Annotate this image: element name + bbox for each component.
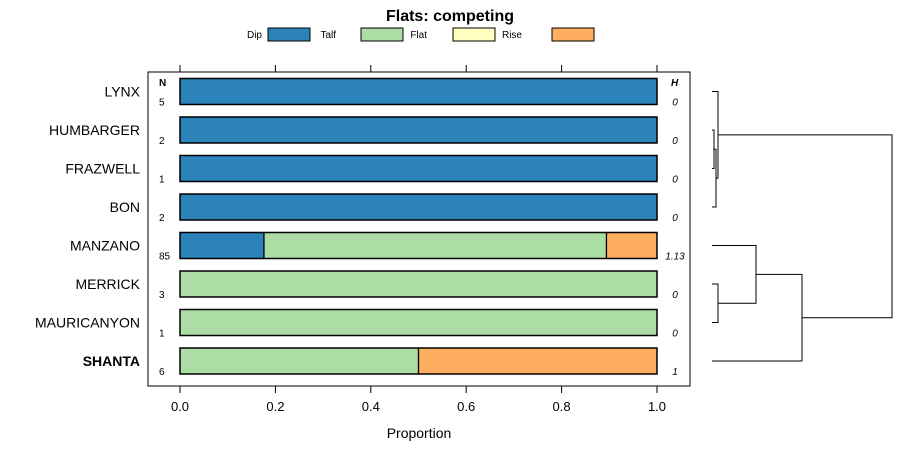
n-value-merrick: 3	[159, 290, 165, 301]
bar-frazwell-dip	[180, 155, 657, 182]
h-column-header: H	[671, 78, 679, 89]
h-value-manzano: 1.13	[665, 252, 685, 263]
legend-label-rise: Rise	[502, 30, 522, 41]
x-tick-label-0: 0.0	[171, 399, 189, 414]
bar-shanta-rise	[418, 348, 657, 374]
dendrogram-link-3	[712, 283, 719, 323]
bar-outline-humbarger	[179, 116, 658, 144]
dendrogram-link-5	[712, 273, 803, 362]
bar-manzano-rise	[606, 232, 657, 259]
h-value-bon: 0	[672, 213, 678, 224]
n-value-manzano: 85	[159, 252, 171, 263]
x-axis: 0.0 0.2 0.4 0.6 0.8 1.0	[171, 65, 666, 414]
legend-swatch-rise	[551, 27, 595, 42]
row-label-merrick: MERRICK	[75, 276, 140, 292]
bar-bon-dip	[180, 194, 657, 220]
x-axis-title: Proportion	[387, 425, 452, 441]
legend-swatch-talf	[360, 27, 404, 42]
x-tick-label-3: 0.6	[457, 399, 475, 414]
bar-outline-shanta	[179, 347, 658, 375]
x-tick-label-1: 0.2	[266, 399, 284, 414]
dendrogram-link-0	[712, 129, 715, 169]
row-labels: LYNX 5 0 HUMBARGER 2 0 FRAZWELL 1 0 BON 2 0 MANZANO 8…	[35, 84, 685, 379]
dendrogram-link-6	[718, 134, 893, 319]
bar-outline-manzano	[179, 231, 658, 260]
row-label-humbarger: HUMBARGER	[49, 122, 140, 138]
bar-outline-bon	[179, 193, 658, 221]
x-tick-label-4: 0.8	[553, 399, 571, 414]
n-value-humbarger: 2	[159, 136, 165, 147]
n-value-mauricanyon: 1	[159, 329, 165, 340]
bar-outline-frazwell	[179, 154, 658, 183]
h-value-mauricanyon: 0	[672, 329, 678, 340]
row-label-lynx: LYNX	[104, 84, 140, 100]
chart-title: Flats: competing	[386, 8, 514, 25]
bar-mauricanyon-talf	[180, 309, 657, 336]
x-tick-label-2: 0.4	[362, 399, 380, 414]
bar-humbarger-dip	[180, 117, 657, 143]
n-value-shanta: 6	[159, 367, 165, 378]
row-label-frazwell: FRAZWELL	[65, 161, 140, 177]
n-value-bon: 2	[159, 213, 165, 224]
bar-outline-merrick	[179, 270, 658, 298]
h-value-humbarger: 0	[672, 136, 678, 147]
row-label-bon: BON	[110, 199, 140, 215]
legend-label-flat: Flat	[410, 30, 427, 41]
bars	[179, 77, 658, 375]
plot-frame	[147, 71, 691, 387]
dendrogram-link-2	[712, 91, 719, 179]
bar-manzano-talf	[263, 232, 607, 259]
bar-outline-mauricanyon	[179, 308, 658, 337]
bar-shanta-talf	[180, 348, 419, 374]
row-label-shanta: SHANTA	[83, 353, 140, 369]
h-value-lynx: 0	[672, 98, 678, 109]
dendrogram	[712, 91, 893, 362]
bar-outline-lynx	[179, 77, 658, 106]
bar-manzano-dip	[180, 232, 264, 259]
n-value-lynx: 5	[159, 98, 165, 109]
legend-swatch-dip	[267, 27, 311, 42]
legend: Dip Talf Flat Rise	[247, 27, 595, 42]
n-value-frazwell: 1	[159, 175, 165, 186]
h-value-shanta: 1	[672, 367, 678, 378]
bar-lynx-dip	[180, 78, 657, 105]
dendrogram-link-4	[712, 245, 757, 304]
row-label-manzano: MANZANO	[70, 238, 140, 254]
n-column-header: N	[159, 78, 166, 89]
h-value-merrick: 0	[672, 290, 678, 301]
x-tick-label-5: 1.0	[648, 399, 666, 414]
legend-swatch-flat	[452, 27, 496, 42]
row-label-mauricanyon: MAURICANYON	[35, 315, 140, 331]
bar-merrick-talf	[180, 271, 657, 297]
legend-label-dip: Dip	[247, 30, 262, 41]
legend-label-talf: Talf	[320, 30, 336, 41]
h-value-frazwell: 0	[672, 175, 678, 186]
